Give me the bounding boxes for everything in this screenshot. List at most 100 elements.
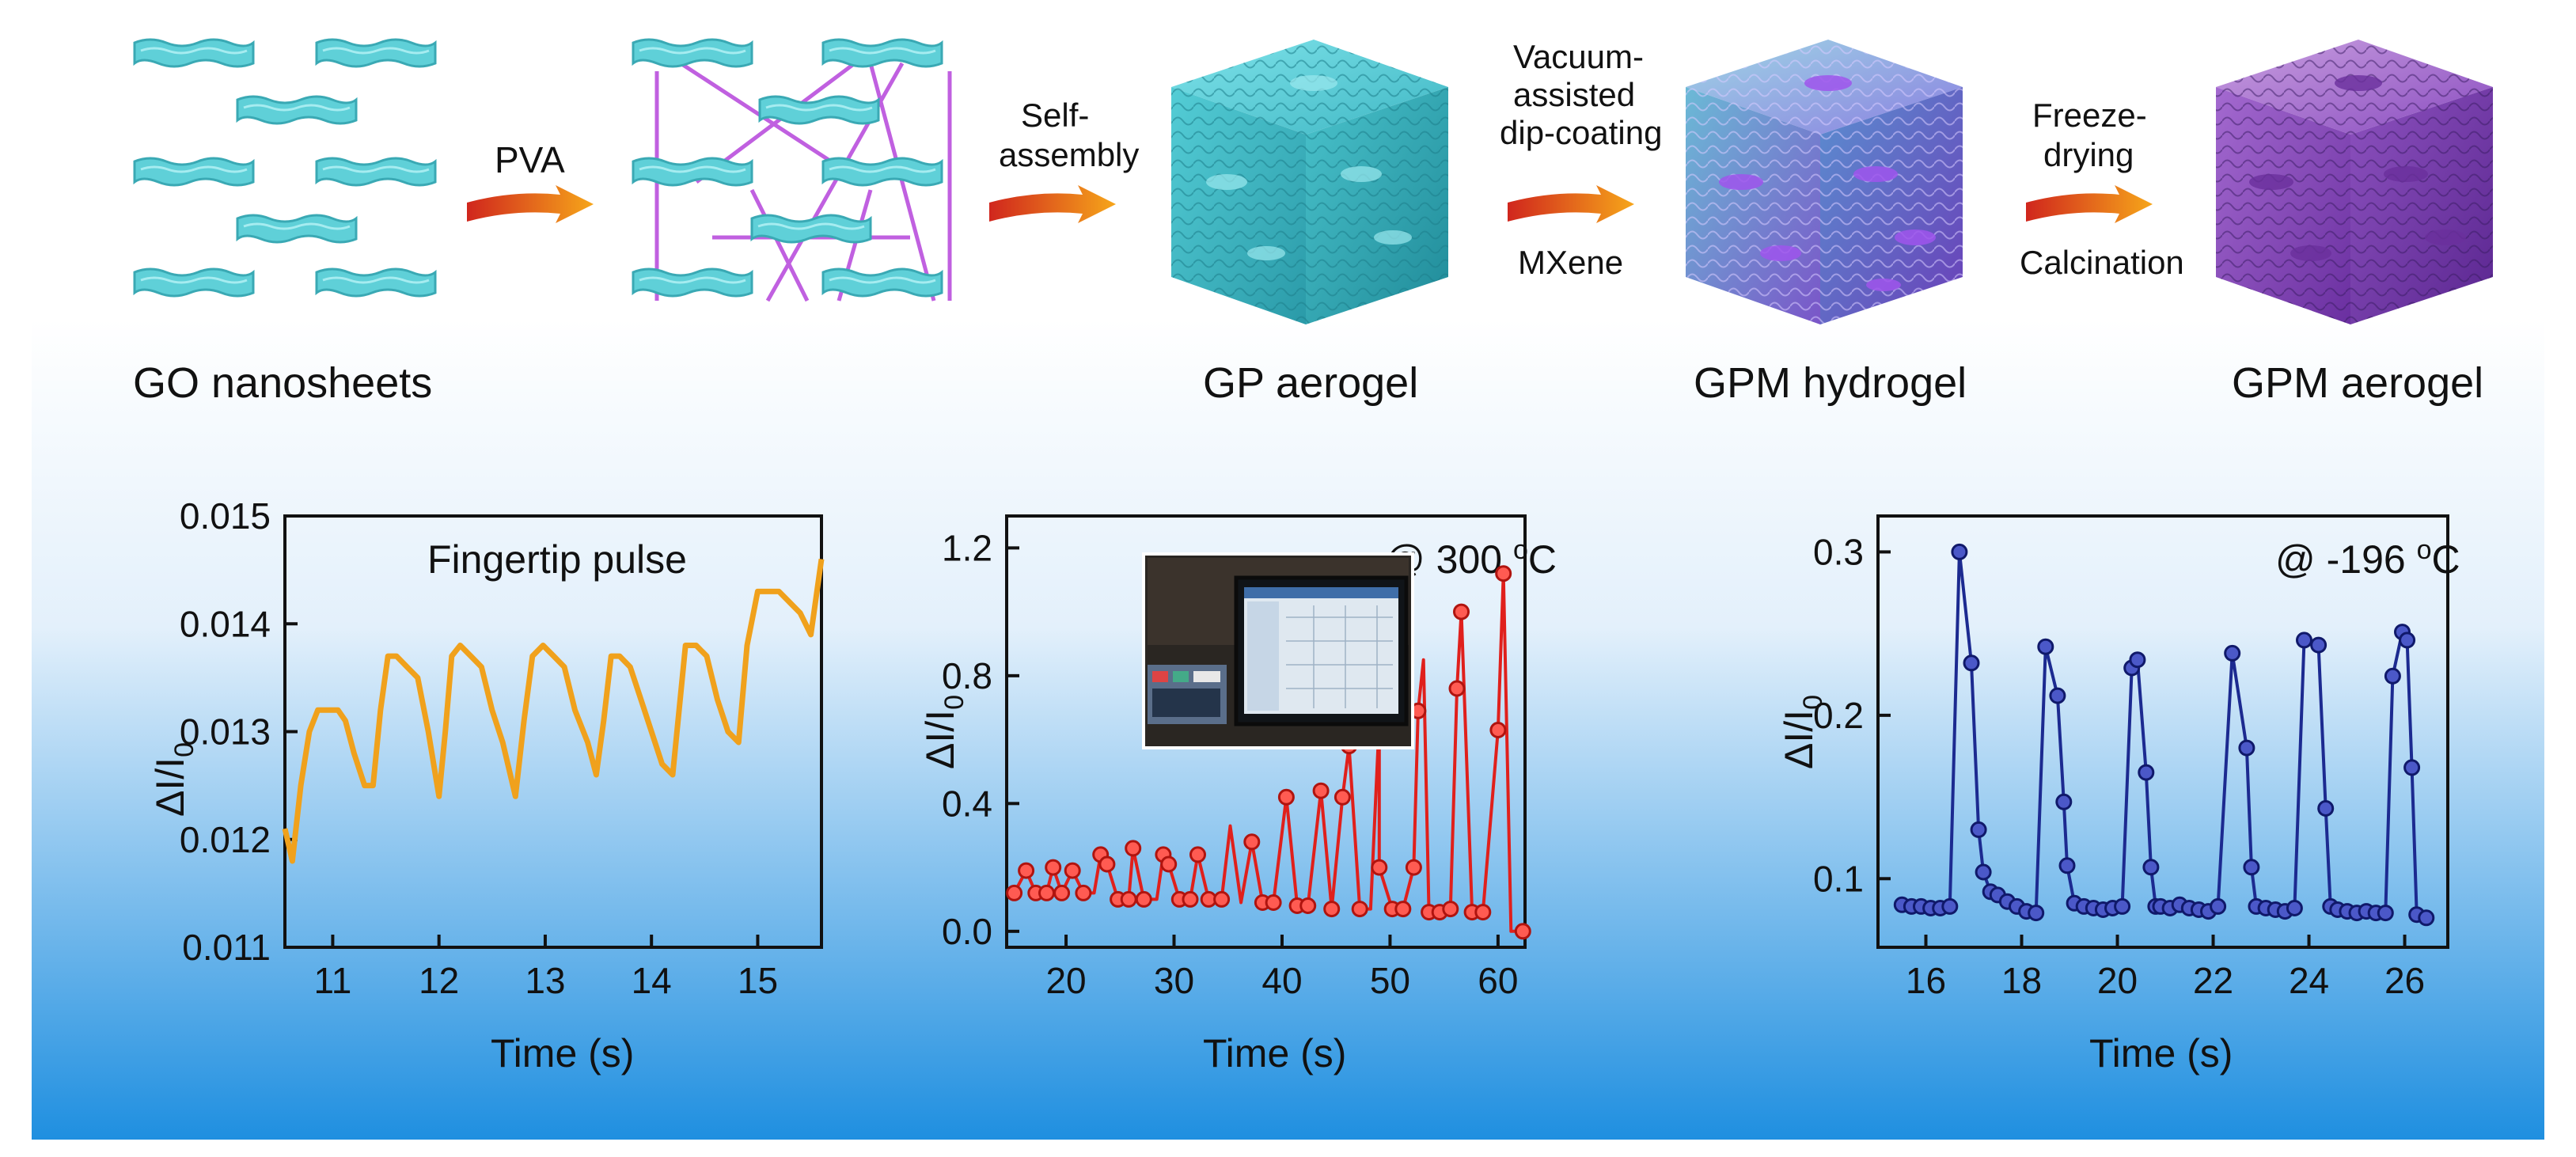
cold-data-point bbox=[1963, 654, 1980, 672]
x-tick-label: 13 bbox=[525, 960, 565, 1001]
chart-minus196c: @ -196 oC Time (s) ΔI/I0 16 18 20 22 24 26 0.1… bbox=[1777, 514, 2460, 1075]
hot-data-point bbox=[1312, 782, 1330, 799]
x-tick-label: 15 bbox=[738, 960, 778, 1001]
go-pva-network-illustration bbox=[632, 38, 952, 302]
inset-photo bbox=[1142, 552, 1414, 749]
cold-data-point bbox=[1975, 863, 1992, 881]
hot-data-point bbox=[1045, 859, 1062, 876]
cold-data-point bbox=[2310, 636, 2328, 654]
chart-fingertip-pulse: Fingertip pulse Time (s) ΔI/I0 11 12 13 14 1… bbox=[148, 495, 825, 1075]
y-tick-label: 1.2 bbox=[942, 527, 992, 568]
cold-data-point bbox=[2037, 638, 2054, 655]
annotation-unit: C bbox=[2432, 537, 2460, 582]
y-tick-label: 0.2 bbox=[1813, 695, 1864, 736]
x-tick-label: 20 bbox=[2097, 960, 2138, 1001]
y-axis-title: ΔI/I0 bbox=[918, 695, 969, 769]
gpm-hydrogel-cube bbox=[1686, 40, 1963, 324]
x-axis-title: Time (s) bbox=[491, 1031, 634, 1075]
hot-data-point bbox=[1265, 894, 1282, 911]
cold-data-point bbox=[2049, 687, 2066, 704]
step-freeze-line1: Freeze- bbox=[2032, 97, 2147, 134]
annotation-sup: o bbox=[1513, 535, 1528, 565]
y-tick-label: 0.012 bbox=[180, 819, 271, 860]
x-tick-label: 18 bbox=[2001, 960, 2042, 1001]
x-tick-label: 24 bbox=[2289, 960, 2329, 1001]
cold-data-point bbox=[2296, 632, 2312, 649]
cold-data-point bbox=[2114, 897, 2131, 915]
step-pva-label: PVA bbox=[495, 139, 565, 180]
cold-data-point bbox=[2418, 909, 2435, 927]
y-axis-title: ΔI/I0 bbox=[148, 742, 199, 817]
hot-data-point bbox=[1474, 904, 1492, 921]
x-tick-label: 30 bbox=[1154, 960, 1194, 1001]
cold-data-point bbox=[2317, 800, 2335, 817]
x-tick-label: 60 bbox=[1478, 960, 1518, 1001]
x-axis-title: Time (s) bbox=[1203, 1031, 1346, 1075]
schematic-row: GO nanosheets PVA bbox=[133, 38, 2493, 407]
x-tick-label: 12 bbox=[419, 960, 459, 1001]
hot-data-point bbox=[1351, 901, 1368, 918]
cold-data-point bbox=[2238, 739, 2255, 757]
hot-data-point bbox=[1125, 840, 1142, 857]
y-tick-label: 0.013 bbox=[180, 711, 271, 753]
gpm-aerogel-cube bbox=[2216, 40, 2493, 324]
label-gpm-hydrogel: GPM hydrogel bbox=[1694, 359, 1967, 407]
y-tick-label: 0.4 bbox=[942, 783, 992, 824]
plot-frame bbox=[1005, 514, 1527, 949]
cold-data-point bbox=[2224, 644, 2241, 662]
y-axis-title-main: ΔI/I bbox=[918, 710, 962, 769]
x-tick-label: 22 bbox=[2193, 960, 2233, 1001]
chart-title: Fingertip pulse bbox=[427, 537, 687, 582]
cold-data-point bbox=[2403, 759, 2421, 776]
cold-data-point bbox=[1951, 543, 1968, 560]
hot-data-point bbox=[1075, 884, 1092, 901]
step-dip-line2: assisted bbox=[1513, 76, 1635, 113]
cold-data-point bbox=[2210, 897, 2227, 915]
hot-data-point bbox=[1448, 680, 1466, 697]
hot-data-point bbox=[1213, 890, 1231, 908]
y-tick-label: 0.011 bbox=[182, 927, 271, 968]
hot-data-point bbox=[1299, 897, 1317, 914]
step-calcination-label: Calcination bbox=[2020, 244, 2184, 281]
cold-data-point bbox=[1941, 897, 1959, 915]
cold-data-point bbox=[2055, 793, 2073, 810]
pulse-series-line bbox=[282, 559, 825, 864]
hot-data-point bbox=[1098, 855, 1116, 873]
hot-data-point bbox=[1371, 859, 1388, 876]
annotation-unit: C bbox=[1528, 537, 1557, 582]
cold-data-point bbox=[2129, 651, 2146, 669]
y-axis-title-main: ΔI/I bbox=[1777, 710, 1821, 769]
y-tick-label: 0.015 bbox=[180, 495, 271, 537]
y-tick-label: 0.014 bbox=[180, 603, 271, 644]
x-tick-label: 20 bbox=[1045, 960, 1086, 1001]
label-gpm-aerogel: GPM aerogel bbox=[2232, 359, 2483, 407]
cold-data-point bbox=[2138, 764, 2155, 781]
hot-data-point bbox=[1053, 884, 1071, 901]
hot-data-point bbox=[1018, 862, 1035, 879]
y-axis-title: ΔI/I0 bbox=[1777, 695, 1828, 769]
x-tick-label: 16 bbox=[1906, 960, 1946, 1001]
hot-data-point bbox=[1323, 901, 1341, 918]
hot-data-point bbox=[1514, 923, 1531, 940]
hot-data-point bbox=[1064, 862, 1081, 879]
label-go-nanosheets: GO nanosheets bbox=[133, 359, 432, 407]
hot-data-point bbox=[1442, 901, 1459, 918]
y-tick-label: 0.3 bbox=[1813, 531, 1864, 572]
y-tick-label: 0.1 bbox=[1813, 858, 1864, 899]
chart-300c: @ 300 oC Time (s) ΔI/I0 20 30 40 50 600.00.4… bbox=[918, 514, 1557, 1075]
plot-frame bbox=[1876, 514, 2449, 949]
annotation-sup: o bbox=[2417, 535, 2432, 565]
step-mxene-label: MXene bbox=[1518, 244, 1623, 281]
step-freeze-line2: drying bbox=[2043, 136, 2134, 173]
step-dip-line3: dip-coating bbox=[1500, 114, 1662, 151]
cold-data-point bbox=[2142, 859, 2160, 876]
hot-data-point bbox=[1135, 890, 1152, 908]
x-tick-label: 14 bbox=[632, 960, 672, 1001]
hot-data-point bbox=[1453, 603, 1470, 620]
x-tick-label: 50 bbox=[1370, 960, 1410, 1001]
step-self-assembly-line1: Self- bbox=[1021, 97, 1089, 134]
x-axis-title: Time (s) bbox=[2089, 1031, 2233, 1075]
annotation-main: @ -196 bbox=[2275, 537, 2417, 582]
y-axis-title-sub: 0 bbox=[1798, 695, 1828, 710]
cold-data-point bbox=[2058, 857, 2076, 874]
